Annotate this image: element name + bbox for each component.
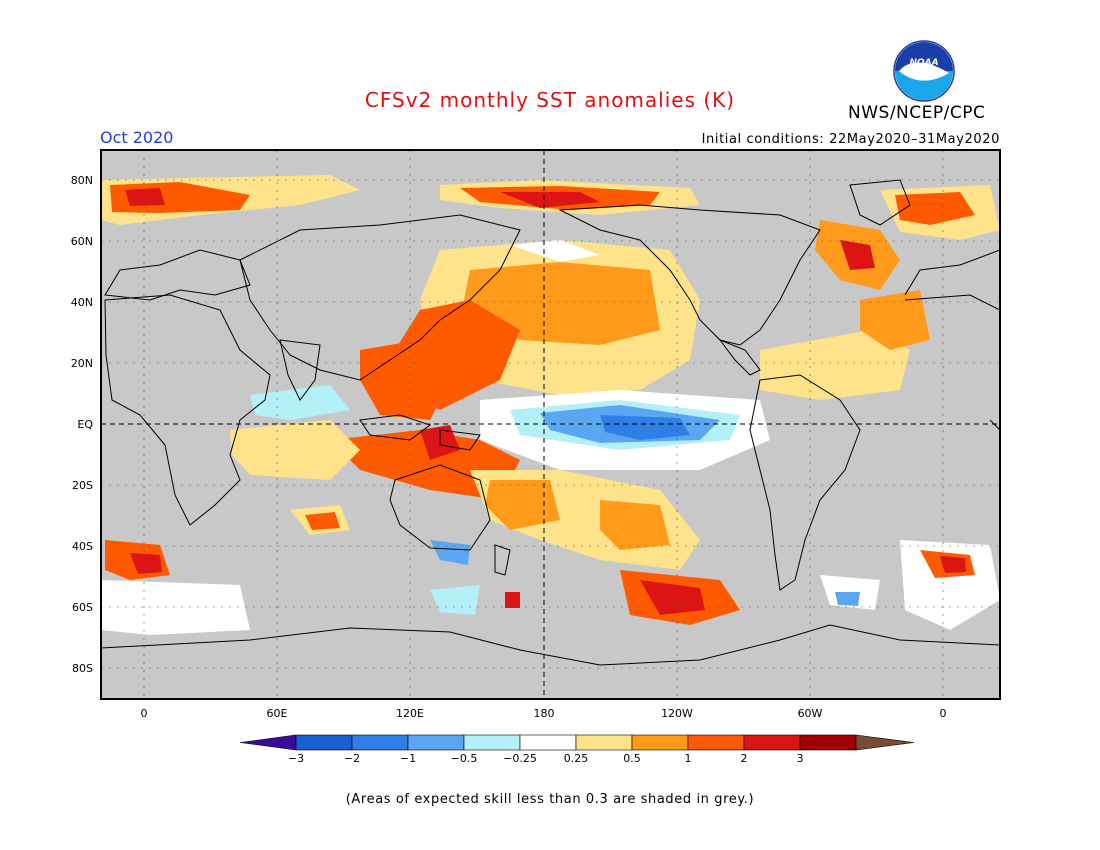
lon-label: 180 [534,707,555,720]
colorbar-label: −3 [288,752,304,765]
lat-labels: 80N 60N 40N 20N EQ 20S 40S 60S 80S [71,174,94,675]
colorbar-label: −2 [344,752,360,765]
logo-text: NOAA [909,58,938,68]
agency-label: NWS/NCEP/CPC [848,103,986,123]
equator-dateline [101,150,1000,699]
colorbar-swatch [743,734,801,751]
colorbar-arrow-max [855,734,915,751]
lon-label: 0 [141,707,148,720]
map-frame [100,149,1001,700]
lat-label: 20N [71,357,93,370]
anomaly-field [101,150,1000,699]
colorbar-swatch [407,734,465,751]
lat-label: 20S [72,479,93,492]
colorbar-swatch [519,734,577,751]
colorbar-label: −0.5 [451,752,478,765]
lat-label: 60N [71,235,93,248]
lat-label: 60S [72,601,93,614]
lon-label: 120E [396,707,424,720]
colorbar-label: −1 [400,752,416,765]
colorbar-swatch [575,734,633,751]
lat-label: 40N [71,296,93,309]
coastlines [101,179,1000,666]
lat-label: 40S [72,540,93,553]
colorbar [239,734,915,751]
lon-label: 60W [798,707,823,720]
valid-month: Oct 2020 [100,128,174,147]
lon-label: 120W [661,707,693,720]
colorbar-arrow-min [239,734,297,751]
colorbar-swatch [631,734,689,751]
lat-label: 80S [72,662,93,675]
colorbar-label: 0.5 [623,752,641,765]
colorbar-labels: −3 −2 −1 −0.5 −0.25 0.25 0.5 1 2 3 [288,752,804,765]
lat-label: EQ [77,418,93,431]
colorbar-label: 0.25 [564,752,589,765]
colorbar-swatch [687,734,745,751]
colorbar-label: 3 [797,752,804,765]
colorbar-label: 2 [741,752,748,765]
map-title: CFSv2 monthly SST anomalies (K) [364,88,736,112]
initial-conditions: Initial conditions: 22May2020–31May2020 [701,132,1000,147]
gridlines [101,150,1000,699]
colorbar-swatch [799,734,857,751]
colorbar-label: −0.25 [503,752,537,765]
lon-label: 0 [940,707,947,720]
lon-label: 60E [267,707,288,720]
noaa-logo: NOAA [893,40,955,102]
colorbar-label: 1 [685,752,692,765]
colorbar-swatch [295,734,353,751]
lat-label: 80N [71,174,93,187]
colorbar-swatch [351,734,409,751]
colorbar-swatch [463,734,521,751]
lon-labels: 0 60E 120E 180 120W 60W 0 [141,707,947,720]
footnote: (Areas of expected skill less than 0.3 a… [345,792,755,807]
